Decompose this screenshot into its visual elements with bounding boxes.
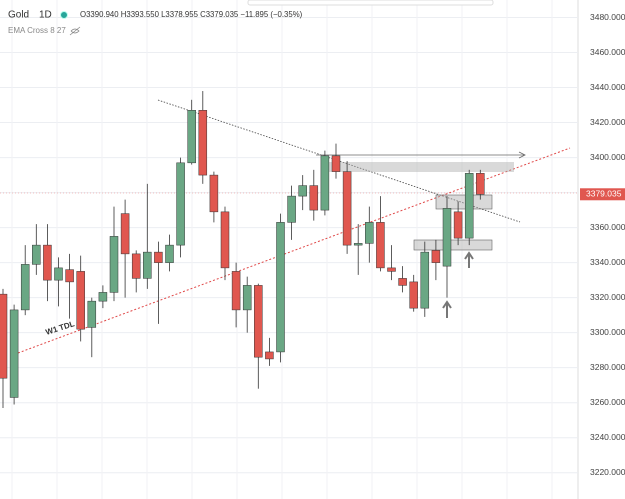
toolbar <box>247 0 494 6</box>
grid <box>0 0 578 499</box>
y-tick-label: 3260.000 <box>590 397 625 407</box>
candle-body <box>65 269 74 283</box>
candle-body <box>254 285 263 358</box>
candle-body <box>76 271 85 330</box>
candle-body <box>231 271 241 311</box>
candle-body <box>376 222 385 269</box>
eye-icon[interactable] <box>69 26 81 36</box>
annotation: W1 TDL <box>44 319 75 337</box>
candle-body <box>154 251 163 263</box>
y-tick-label: 3280.000 <box>590 362 625 372</box>
y-tick-label: 3220.000 <box>590 467 625 477</box>
candle-body <box>176 162 185 246</box>
y-tick-label: 3440.000 <box>590 82 625 92</box>
y-tick-label: 3240.000 <box>590 432 625 442</box>
up-arrow <box>442 300 452 318</box>
candle-body <box>353 243 363 246</box>
candle-body <box>109 236 119 293</box>
ohlc: O3390.940 H3393.550 L3378.955 C3379.035 … <box>80 10 303 19</box>
candle-body <box>20 264 30 311</box>
drawings: W1 TDL <box>0 99 578 354</box>
zone <box>435 194 493 210</box>
y-tick-label: 3300.000 <box>590 327 625 337</box>
candle-body <box>331 155 341 172</box>
y-tick-label: 3460.000 <box>590 47 625 57</box>
candle-body <box>198 110 208 176</box>
candle-body <box>453 211 463 239</box>
candle-body <box>87 300 97 328</box>
candle-body <box>365 222 374 244</box>
candle-body <box>120 213 130 255</box>
candle-body <box>287 195 296 223</box>
candle-body <box>342 171 352 246</box>
interval: 1D <box>39 10 52 21</box>
candle-body <box>298 185 307 197</box>
candle-body <box>431 250 441 263</box>
candle-body <box>464 173 474 239</box>
candle-body <box>276 222 285 353</box>
candle-body <box>209 174 219 213</box>
symbol: Gold <box>8 10 29 21</box>
status-dot <box>60 11 68 19</box>
price-axis <box>578 0 625 499</box>
candles <box>0 91 485 408</box>
y-tick-label: 3320.000 <box>590 292 625 302</box>
zone <box>413 239 493 251</box>
price-tag <box>580 188 625 201</box>
y-tick-label: 3360.000 <box>590 222 625 232</box>
candle-body <box>0 293 8 379</box>
candle-body <box>242 285 252 311</box>
zone <box>322 162 514 172</box>
support-line <box>17 147 571 354</box>
candle-body <box>309 185 319 211</box>
candle-body <box>9 309 19 398</box>
candle-body <box>320 155 330 211</box>
candle-body <box>387 267 396 272</box>
y-tick-label: 3480.000 <box>590 12 625 22</box>
candle-body <box>32 244 41 265</box>
candle-body <box>476 173 485 195</box>
y-tick-label: 3340.000 <box>590 257 625 267</box>
candle-body <box>442 208 452 267</box>
price-tag-label: 3379.035 <box>586 189 622 199</box>
y-tick-label: 3400.000 <box>590 152 625 162</box>
candle-body <box>165 244 174 263</box>
trend-line <box>157 99 521 223</box>
candle-body <box>398 278 407 286</box>
candle-body <box>220 211 230 269</box>
candle-body <box>409 281 418 309</box>
candle-body <box>54 267 63 281</box>
candle-body <box>98 292 108 302</box>
candle-body <box>43 244 52 281</box>
y-tick-label: 3420.000 <box>590 117 625 127</box>
up-arrow <box>464 251 474 268</box>
indicator[interactable]: EMA Cross 8 27 <box>8 26 66 35</box>
candle-body <box>131 253 141 279</box>
candle-body <box>265 351 274 360</box>
candle-body <box>143 251 152 279</box>
candle-body <box>187 110 196 164</box>
candle-body <box>420 251 430 309</box>
arrow-head <box>518 151 526 159</box>
